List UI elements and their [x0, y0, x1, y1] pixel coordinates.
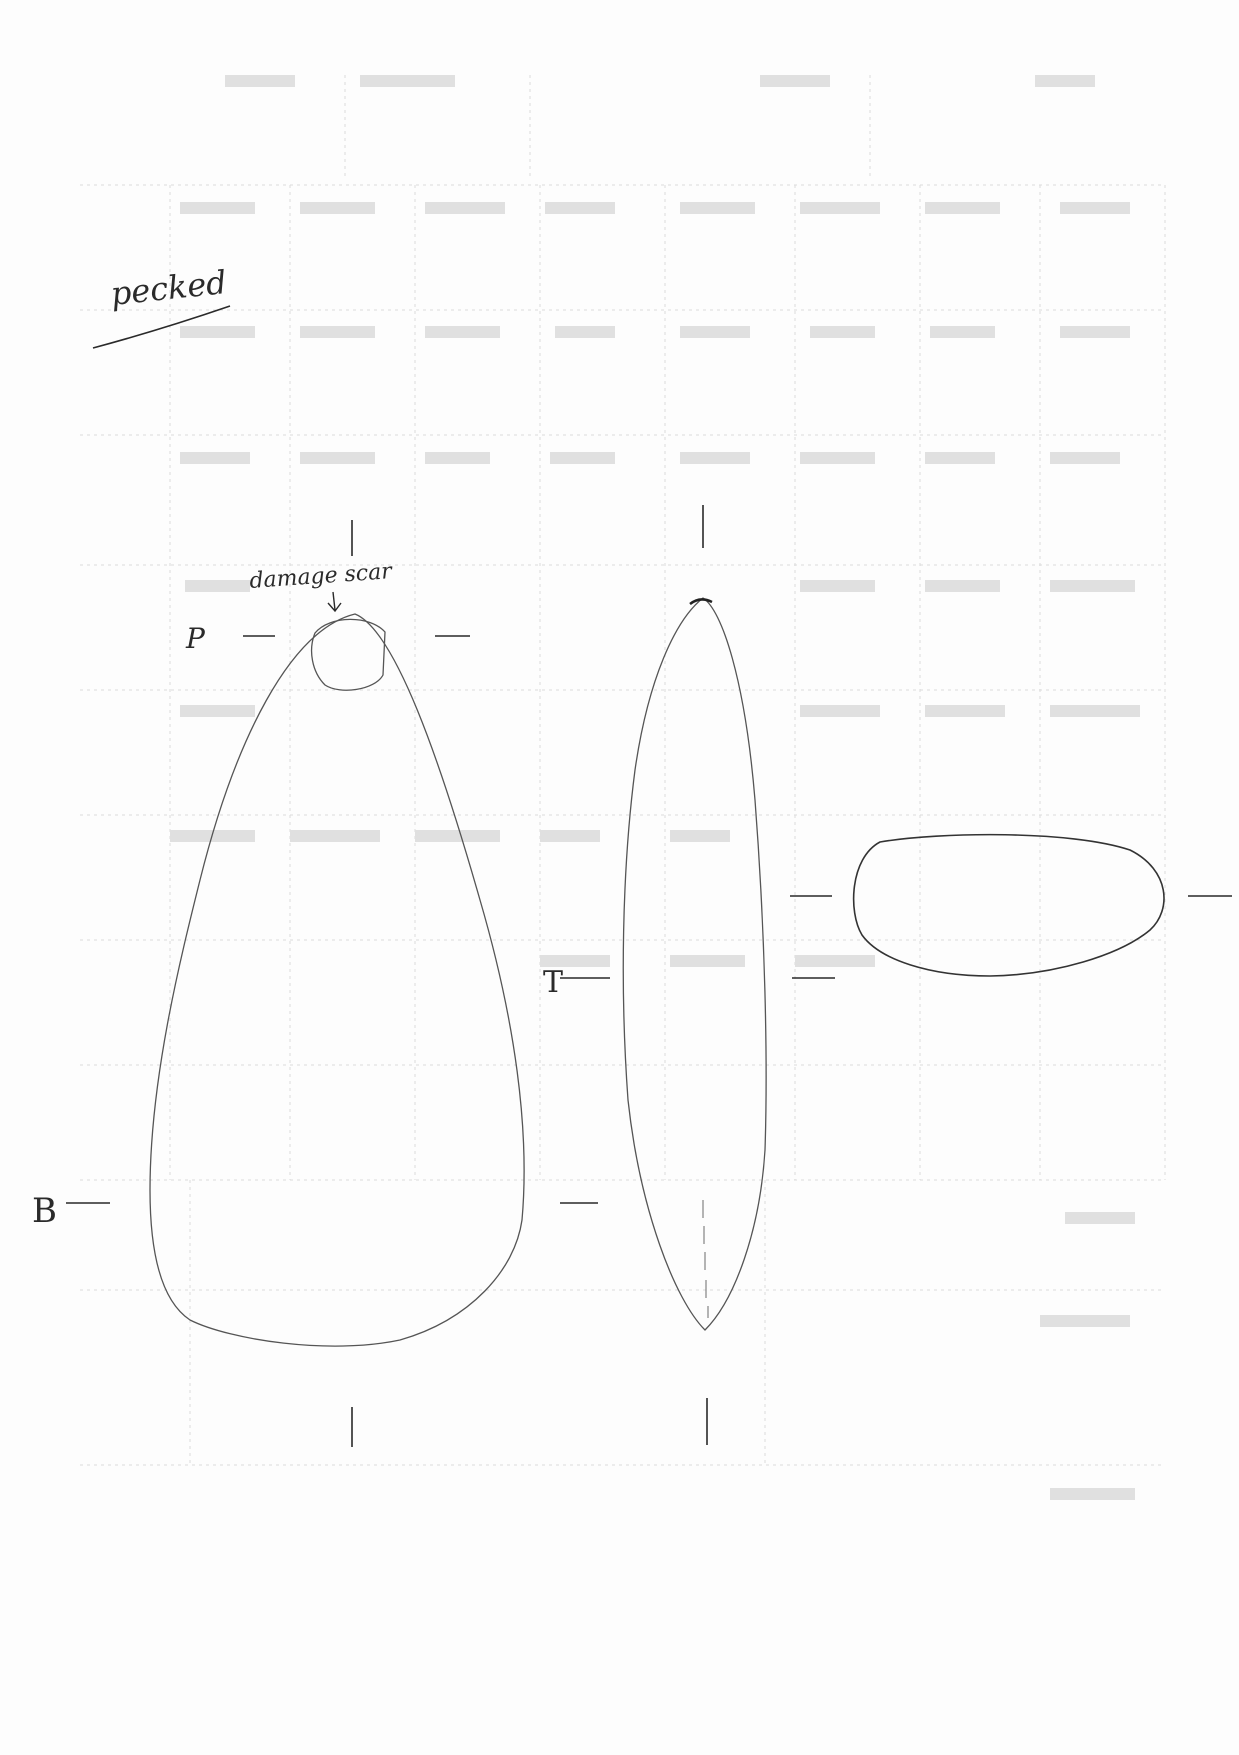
cross-section-outline: [852, 833, 1165, 977]
front-view: [149, 613, 525, 1347]
side-view-tip: [689, 598, 713, 606]
technique-note: pecked: [109, 263, 228, 313]
bleed-through-marks: [170, 75, 1140, 1500]
technique-note-underline: [92, 305, 231, 349]
label-thickness: T: [543, 965, 563, 1000]
damage-scar-outline: [311, 618, 386, 691]
front-view-ticks: [66, 520, 598, 1447]
side-view-outline: [622, 597, 767, 1331]
side-view: [622, 597, 767, 1331]
front-view-outline: [149, 613, 525, 1347]
side-view-ridge: [702, 1200, 709, 1318]
side-view-ticks: [560, 505, 835, 1445]
damage-scar-arrow: [327, 591, 342, 613]
label-base: B: [32, 1191, 57, 1231]
damage-scar-label: damage scar: [249, 559, 394, 594]
label-proximal: P: [185, 622, 206, 655]
bleed-through-grid: [80, 75, 1166, 1466]
